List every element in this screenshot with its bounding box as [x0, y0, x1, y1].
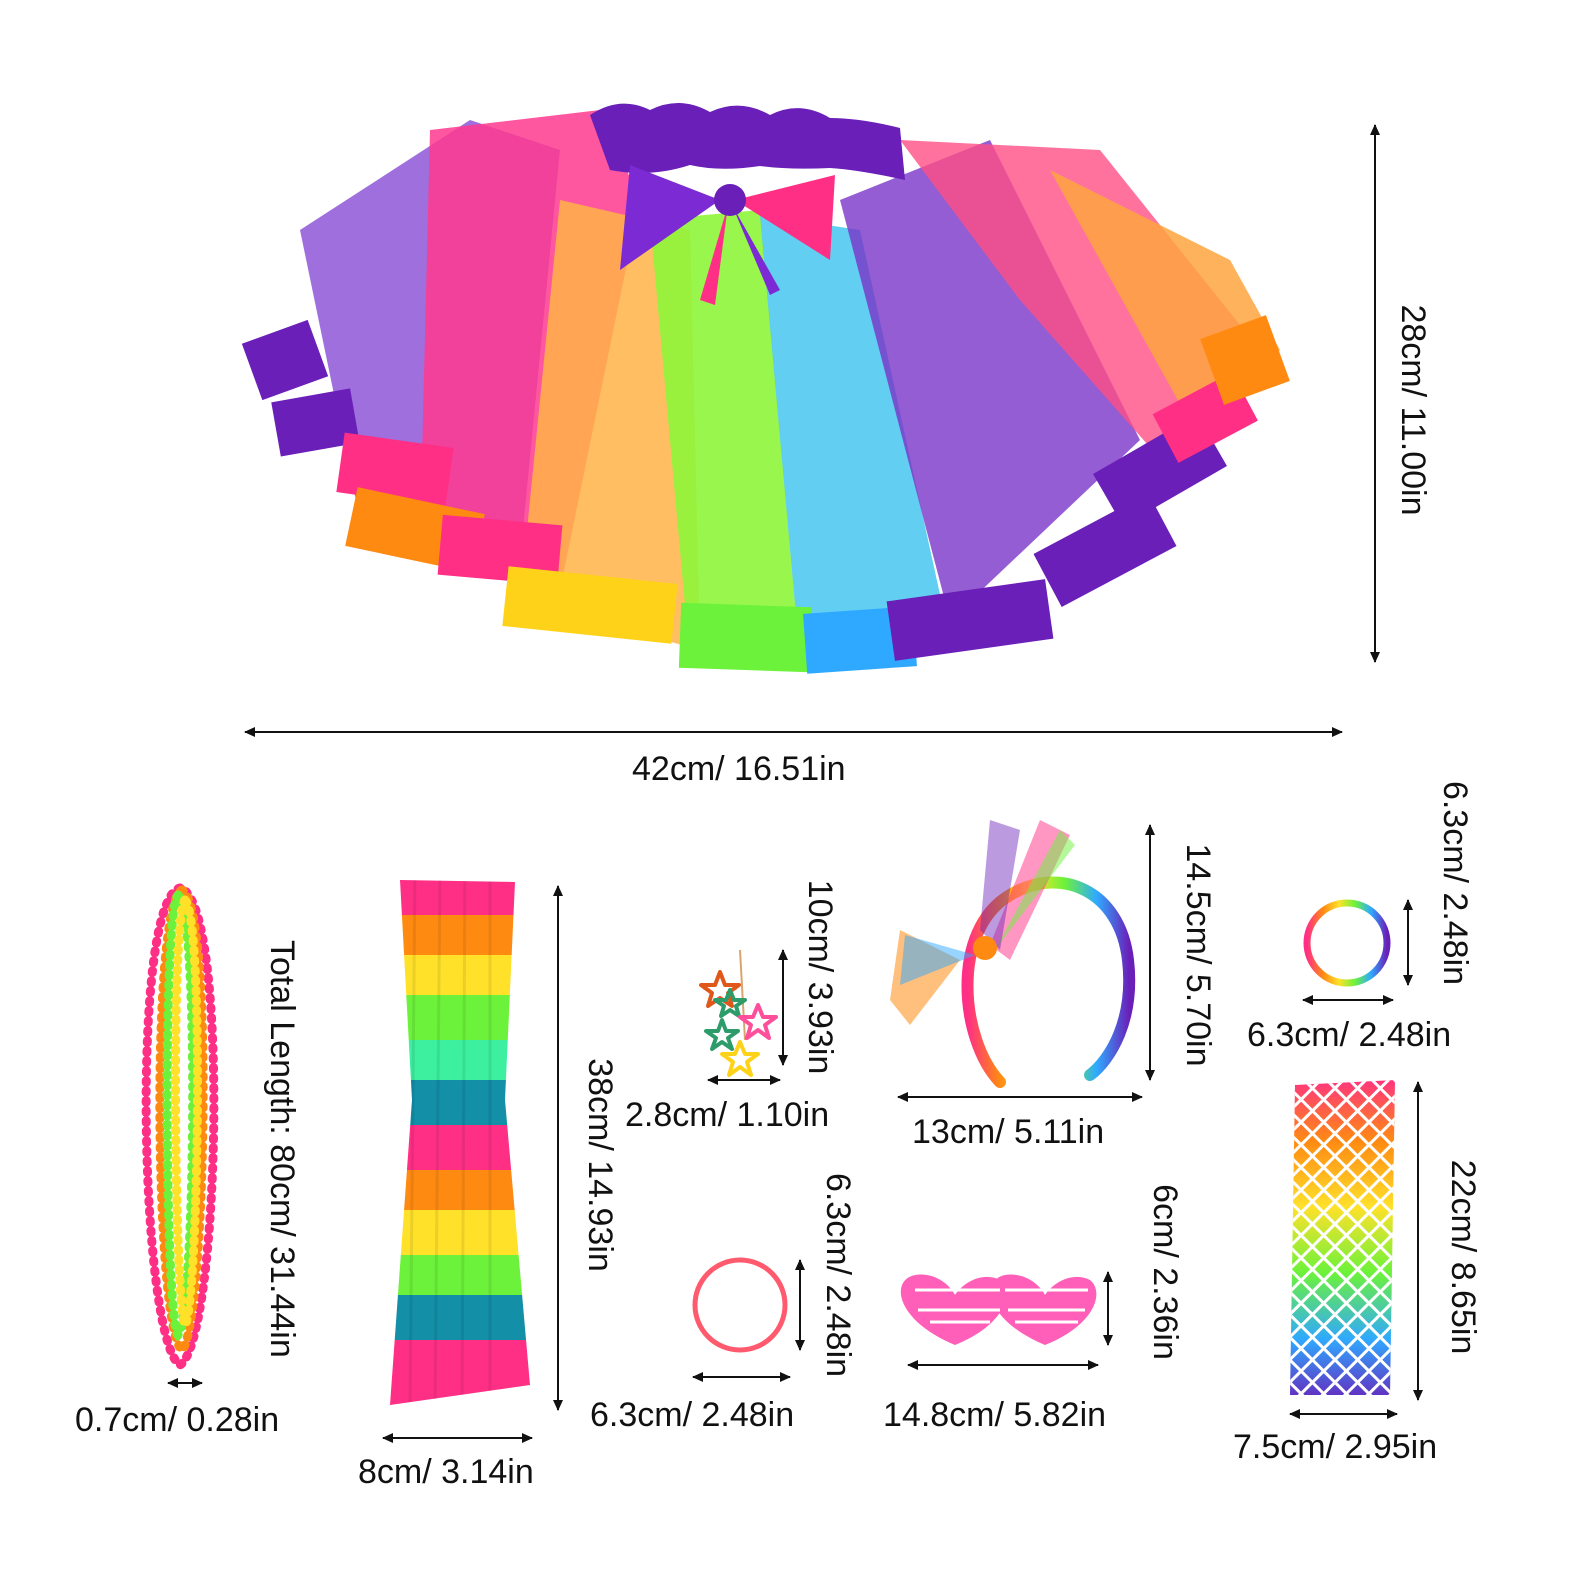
- bead-necklace: [141, 883, 219, 1371]
- fishnet-gloves-width-label: 7.5cm/ 2.95in: [1233, 1428, 1438, 1466]
- pink-bracelet-width-label: 6.3cm/ 2.48in: [590, 1396, 795, 1434]
- headband-height-label: 14.5cm/ 5.70in: [1179, 843, 1217, 1067]
- rainbow-bracelet-height-label: 6.3cm/ 2.48in: [1436, 780, 1474, 986]
- pink-bracelet-height-label: 6.3cm/ 2.48in: [819, 1172, 857, 1378]
- glasses-width-label: 14.8cm/ 5.82in: [883, 1396, 1107, 1434]
- rainbow-bracelet: [1303, 899, 1391, 987]
- tutu-height-label: 28cm/ 11.00in: [1394, 304, 1432, 516]
- rainbow-bracelet-width-label: 6.3cm/ 2.48in: [1247, 1016, 1452, 1054]
- heart-shutter-glasses: [900, 1274, 1097, 1345]
- headband-width-label: 13cm/ 5.11in: [912, 1113, 1105, 1151]
- fishnet-gloves: [1290, 1080, 1395, 1395]
- leg-warmer-width-label: 8cm/ 3.14in: [358, 1453, 534, 1491]
- tutu-width-label: 42cm/ 16.51in: [632, 750, 846, 788]
- leg-warmer: [390, 880, 530, 1405]
- rainbow-headband: [890, 820, 1136, 1088]
- necklace-length-label: Total Length: 80cm/ 31.44in: [263, 940, 301, 1358]
- star-earrings: [699, 949, 778, 1077]
- pink-bracelet: [692, 1257, 788, 1353]
- leg-warmer-length-label: 38cm/ 14.93in: [581, 1058, 619, 1272]
- fishnet-gloves-length-label: 22cm/ 8.65in: [1444, 1159, 1482, 1355]
- earrings-width-label: 2.8cm/ 1.10in: [625, 1096, 830, 1134]
- tutu-skirt: [241, 102, 1290, 674]
- glasses-height-label: 6cm/ 2.36in: [1146, 1184, 1184, 1360]
- necklace-bead-label: 0.7cm/ 0.28in: [75, 1401, 280, 1439]
- earrings-length-label: 10cm/ 3.93in: [801, 879, 839, 1075]
